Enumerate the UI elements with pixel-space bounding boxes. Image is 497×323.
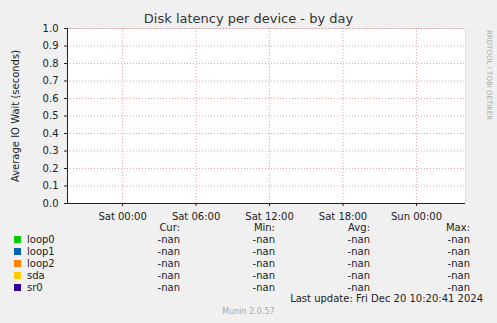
- html-text:sda: sda: [27, 270, 45, 281]
- html-text:-nan: -nan: [447, 282, 470, 293]
- html-text:Cur:: Cur:: [159, 222, 180, 233]
- html-text:-nan: -nan: [447, 270, 470, 281]
- html-text:Munin 2.0.57: Munin 2.0.57: [222, 307, 275, 316]
- html-text:loop2: loop2: [27, 258, 55, 269]
- html-text:Last update: Fri Dec 20 10:20:: Last update: Fri Dec 20 10:20:41 2024: [290, 293, 483, 304]
- html-text:-nan: -nan: [252, 246, 275, 257]
- html-text:Max:: Max:: [446, 222, 470, 233]
- svg-text:Sun 00:00: Sun 00:00: [391, 211, 442, 222]
- html-text:-nan: -nan: [252, 270, 275, 281]
- svg-text:0.6: 0.6: [43, 93, 59, 104]
- html-text:-nan: -nan: [157, 258, 180, 269]
- html-text:loop1: loop1: [27, 246, 55, 257]
- html-text:Avg:: Avg:: [348, 222, 370, 233]
- html-text:Disk latency per device - by d: Disk latency per device - by day: [143, 11, 354, 26]
- html-text:RRDTOOL / TOBI OETIKER: RRDTOOL / TOBI OETIKER: [485, 30, 493, 121]
- svg-text:0.1: 0.1: [43, 180, 59, 191]
- html-text:-nan: -nan: [252, 258, 275, 269]
- html-text:-nan: -nan: [252, 234, 275, 245]
- html-text:loop0: loop0: [27, 234, 55, 245]
- svg-text:Sat 12:00: Sat 12:00: [245, 211, 293, 222]
- svg-text:0.2: 0.2: [43, 163, 59, 174]
- html-text:-nan: -nan: [252, 282, 275, 293]
- html-text:-nan: -nan: [447, 246, 470, 257]
- svg-text:Sat 06:00: Sat 06:00: [172, 211, 220, 222]
- svg-text:1.0: 1.0: [43, 23, 59, 34]
- html-text:-nan: -nan: [347, 234, 370, 245]
- html-text:-nan: -nan: [347, 282, 370, 293]
- html-text:-nan: -nan: [157, 282, 180, 293]
- svg-text:0.7: 0.7: [43, 75, 59, 86]
- html-text:-nan: -nan: [157, 246, 180, 257]
- svg-text:Sat 00:00: Sat 00:00: [98, 211, 146, 222]
- svg-text:0.4: 0.4: [43, 128, 59, 139]
- svg-text:0.5: 0.5: [43, 110, 59, 121]
- html-text:-nan: -nan: [447, 258, 470, 269]
- html-text:-nan: -nan: [157, 270, 180, 281]
- html-text:-nan: -nan: [447, 234, 470, 245]
- svg-text:0.3: 0.3: [43, 145, 59, 156]
- html-text:-nan: -nan: [347, 258, 370, 269]
- svg-text:Average IO Wait (seconds): Average IO Wait (seconds): [10, 50, 21, 182]
- svg-text:Sat 18:00: Sat 18:00: [319, 211, 367, 222]
- html-text:-nan: -nan: [157, 234, 180, 245]
- svg-text:0.9: 0.9: [43, 40, 59, 51]
- html-text:sr0: sr0: [27, 282, 43, 293]
- html-text:-nan: -nan: [347, 246, 370, 257]
- html-text:Min:: Min:: [253, 222, 275, 233]
- html-text:-nan: -nan: [347, 270, 370, 281]
- svg-text:0.0: 0.0: [43, 198, 59, 209]
- svg-text:0.8: 0.8: [43, 58, 59, 69]
